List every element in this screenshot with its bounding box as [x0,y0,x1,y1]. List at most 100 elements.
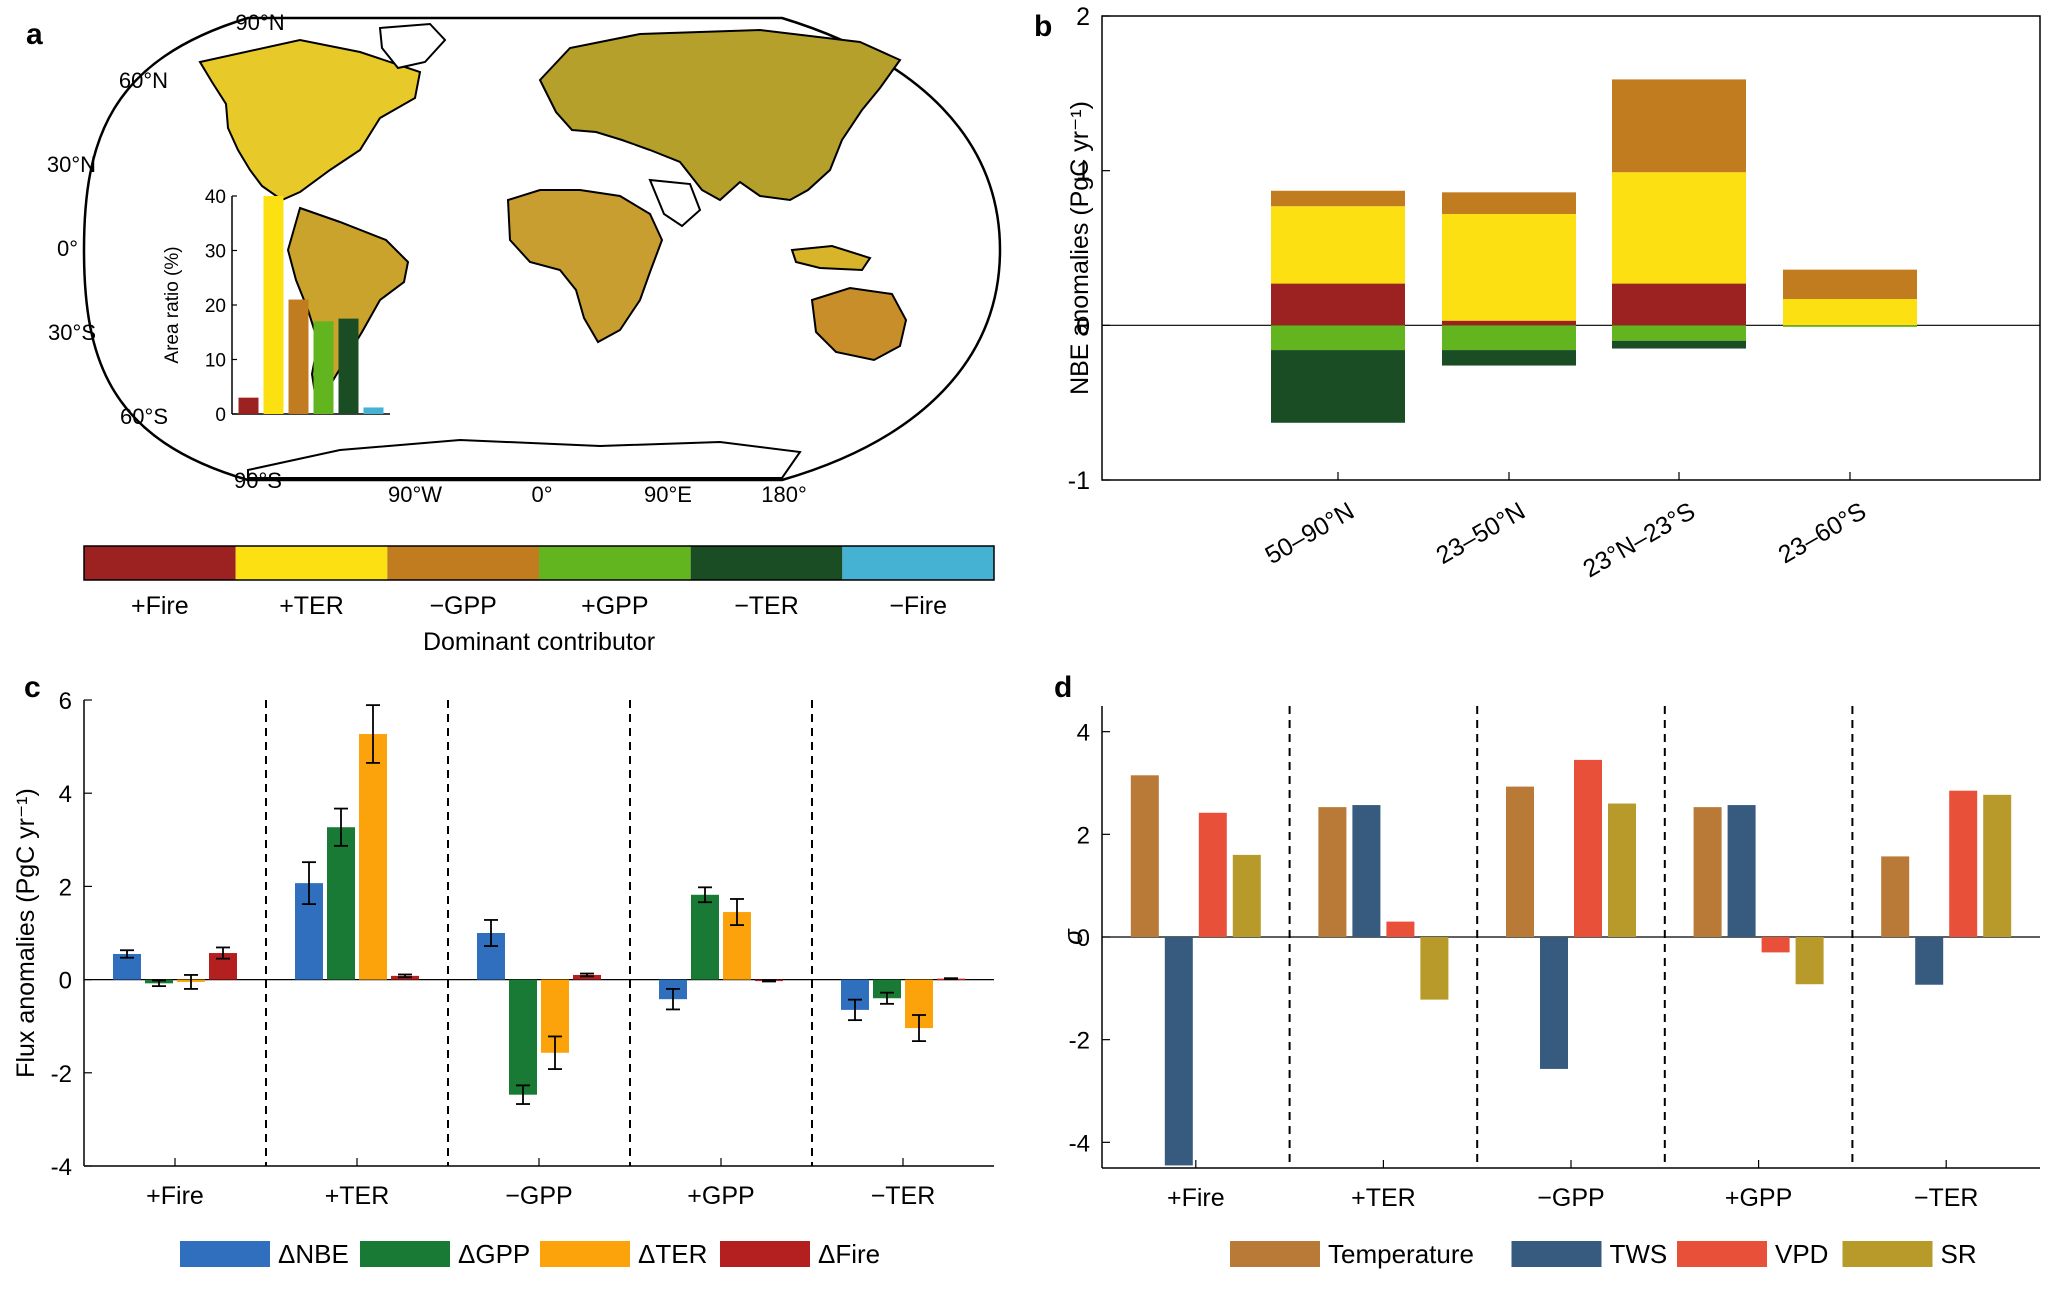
panel-d-bar-ter-vpd [1949,790,1978,937]
panel-b-bar-50-90-n-gpp [1271,325,1405,351]
inset-ytick-label: 30 [205,242,226,263]
panel-d-ytick-label: 0 [1077,925,1090,952]
panel-c-bar-ter-gpp [873,979,901,999]
eurasia [538,28,902,202]
panel-d-bar-fire-sr [1232,854,1261,937]
panel-b-ytick-label: 0 [1076,312,1090,340]
panel-b-ytick-label: -1 [1068,467,1090,495]
panel-c-legend-label-ter: ΔTER [638,1239,707,1269]
lat-label-30s: 30°S [48,320,96,345]
panel-c-ytick-label: -4 [51,1154,72,1181]
dominant-contributor-colorbar: +Fire +TER −GPP +GPP −TER −Fire [83,545,995,620]
inset-ytick-label: 10 [205,351,226,372]
area-ratio-inset: 0 10 20 30 40 Area ratio (%) [162,187,390,426]
panel-b-bar-23-n-23-s-ter [1612,172,1746,284]
land-masses [198,22,908,479]
panel-c-legend-swatch-gpp [360,1241,450,1267]
inset-bar-gpp [288,299,309,414]
panel-c-legend-swatch-fire [720,1241,810,1267]
inset-bar-ter [338,318,359,414]
panel-d-bar-ter-vpd [1386,921,1415,937]
colorbar-swatch-fire [84,546,236,580]
panel-d-chart: -4 -2 0 2 4 σ +Fire +TER −GPP +GPP −TER Temperature… [1058,706,2040,1269]
panel-b-bar-23-50-n-ter [1442,213,1576,321]
panel-c-legend-label-gpp: ΔGPP [458,1239,530,1269]
panel-b-letter: b [1034,10,1052,43]
panel-c-xtick-label-fire: +Fire [146,1182,204,1210]
colorbar-swatch-fire [842,546,994,580]
panel-b-bar-23-60-s-gpp [1783,269,1917,300]
panel-d-bar-gpp-tws [1727,805,1756,937]
australia [810,286,908,362]
panel-d-legend-swatch-temperature [1230,1241,1320,1267]
panel-d-xtick-label-ter: +TER [1351,1184,1416,1212]
africa [506,189,664,344]
panel-d-legend-label-temperature: Temperature [1328,1239,1474,1269]
panel-d-bar-ter-temperature [1881,856,1910,937]
panel-c-chart: -4 -2 0 2 4 6 Flux anomalies (PgC yr⁻¹) +Fire +T… [12,688,994,1269]
panel-d-ytick-label: -4 [1069,1130,1090,1157]
panel-d-legend-swatch-tws [1511,1241,1602,1267]
panel-b-bar-23-60-s-ter [1783,299,1917,326]
inset-bar-gpp [313,321,334,414]
panel-b-bar-23-50-n-gpp [1442,192,1576,214]
lon-label-180: 180° [761,482,807,507]
panel-c-ytick-label: 6 [59,688,72,715]
panel-d-bar-gpp-vpd [1761,937,1790,953]
inset-bar-ter [263,196,284,414]
panel-b-bar-23-50-n-fire [1442,320,1576,326]
panel-b-xtick-label-23-50-n: 23–50°N [1431,497,1530,570]
panel-d-legend-label-sr: SR [1941,1239,1977,1269]
panel-d-xtick-label-gpp: −GPP [1537,1184,1604,1212]
panel-c-bar-ter-ter [359,734,387,980]
panel-b-ytick-label: 2 [1076,3,1090,31]
colorbar-label-gpp: +GPP [581,592,648,620]
panel-d-xtick-label-gpp: +GPP [1725,1184,1792,1212]
panel-b-chart: -1 0 1 2 NBE anomalies (PgC yr⁻¹) 50–90°N 23–5… [1066,3,2041,583]
panel-d-bar-gpp-temperature [1506,786,1534,937]
panel-d-ytick-label: 2 [1077,822,1090,849]
panel-d-bar-fire-tws [1164,937,1193,1166]
lat-label-0: 0° [57,236,78,261]
panel-b-bar-23-50-n-ter [1442,350,1576,366]
panel-d-bar-gpp-sr [1795,937,1824,985]
panel-b-bar-50-90-n-ter [1271,206,1405,284]
lon-label-0: 0° [531,482,552,507]
panel-d-bar-ter-sr [1983,794,2012,937]
colorbar-label-ter: +TER [279,592,344,620]
panel-c-bar-gpp-gpp [691,894,719,980]
panel-b-frame [1101,15,2041,481]
panel-d-bar-fire-temperature [1130,775,1159,937]
inset-ytick-label: 20 [205,296,226,317]
panel-c-xtick-label-ter: −TER [871,1182,936,1210]
panel-b-xtick-label-23-60-s: 23–60°S [1774,497,1871,569]
panel-d-legend-label-vpd: VPD [1775,1239,1828,1269]
panel-c-ylabel: Flux anomalies (PgC yr⁻¹) [12,788,40,1078]
panel-c-legend-label-nbe: ΔNBE [278,1239,349,1269]
panel-c-letter: c [24,671,41,704]
panel-c-ytick-label: -2 [51,1061,72,1088]
panel-d-bar-fire-vpd [1198,812,1227,937]
colorbar-title: Dominant contributor [423,628,655,656]
panel-d-bar-gpp-sr [1608,803,1636,937]
panel-a: a 90°N 60°N 30°N 0° 3 [26,10,1002,507]
colorbar-label-ter: −TER [734,592,799,620]
panel-b-bar-23-n-23-s-ter [1612,340,1746,349]
lat-label-90s: 90°S [234,468,282,493]
panel-b-xtick-label-50-90-n: 50–90°N [1260,497,1359,570]
lon-label-90w: 90°W [388,482,442,507]
antarctica [247,438,802,479]
arabia [648,178,702,228]
panel-b-bar-50-90-n-ter [1271,350,1405,423]
panel-d-ylabel: σ [1058,928,1088,945]
panel-d-bar-ter-tws [1915,937,1944,985]
lat-label-90n: 90°N [235,10,284,35]
colorbar-swatch-gpp [539,546,691,580]
panel-b-ytick-label: 1 [1076,158,1090,186]
inset-ylabel: Area ratio (%) [162,246,183,363]
lat-label-30n: 30°N [47,152,96,177]
panel-c-ytick-label: 2 [59,874,72,901]
colorbar-frame [83,545,995,581]
panel-d-xtick-label-fire: +Fire [1167,1184,1225,1212]
